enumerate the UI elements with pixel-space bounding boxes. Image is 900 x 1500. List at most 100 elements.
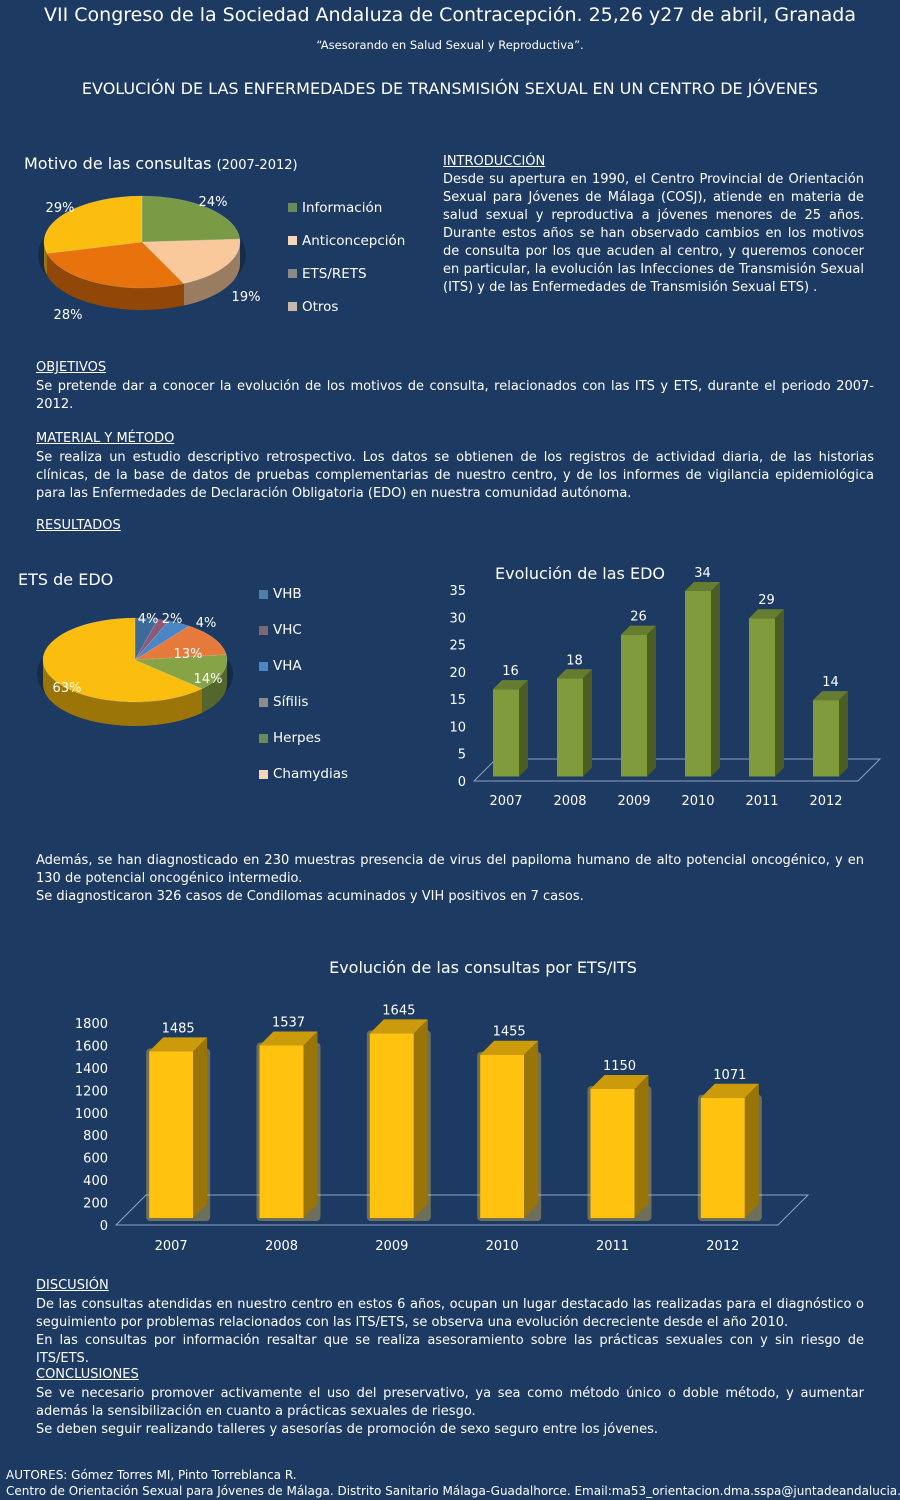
pie1-label-0: 24% <box>199 195 228 210</box>
chart2-title: ETS de EDO <box>18 570 114 589</box>
legend2-label-3: Sífilis <box>273 694 309 710</box>
legend1-item-2: ETS/RETS <box>288 257 405 290</box>
legend1-label-0: Información <box>302 199 383 216</box>
bar1-title: Evolución de las EDO <box>495 564 665 583</box>
legend2-swatch-5 <box>259 769 268 779</box>
legend2-label-0: VHB <box>273 586 302 602</box>
resultados-text-1: Además, se han diagnosticado en 230 mues… <box>36 853 864 886</box>
bar1-value-0: 16 <box>502 664 519 679</box>
bar1-bar-4 <box>749 609 784 777</box>
legend2-label-5: Chamydias <box>273 766 349 782</box>
bar2-bar-1 <box>256 1031 321 1221</box>
bar2-value-0: 1485 <box>162 1021 195 1036</box>
bar2-ytick-1: 200 <box>83 1197 108 1212</box>
legend1-swatch-3 <box>288 302 297 311</box>
bar1-value-3: 34 <box>694 566 711 581</box>
legend2-item-4: Herpes <box>259 720 348 756</box>
pie2-side-4 <box>202 660 227 713</box>
bar1-ytick-7: 35 <box>449 584 466 599</box>
bar2-value-1: 1537 <box>272 1016 305 1031</box>
bar1-value-2: 26 <box>630 610 647 625</box>
legend2-label-1: VHC <box>273 622 302 638</box>
metodo-title: MATERIAL Y MÉTODO <box>36 431 175 446</box>
bar1-value-1: 18 <box>566 653 583 668</box>
bar2-ytick-7: 1400 <box>75 1062 108 1077</box>
pie2-slice-3 <box>134 625 227 661</box>
discusion-text-1: De las consultas atendidas en nuestro ce… <box>36 1297 864 1330</box>
legend1-item-1: Anticoncepción <box>288 224 405 257</box>
bar2-xtick-5: 2012 <box>706 1239 739 1254</box>
legend2-swatch-3 <box>259 697 268 707</box>
bar2-value-5: 1071 <box>713 1068 746 1083</box>
pie1-slice-2 <box>46 241 185 289</box>
bar1-xtick-1: 2008 <box>553 794 586 809</box>
bar1-bar-1 <box>557 669 592 777</box>
congress-title: VII Congreso de la Sociedad Andaluza de … <box>44 4 856 26</box>
pie1-label-1: 19% <box>232 290 260 305</box>
bar-chart-consultas: Evolución de las consultas por ETS/ITS 0 2… <box>75 958 810 1254</box>
pie1-label-2: 28% <box>54 308 83 323</box>
bar-chart-edo: Evolución de las EDO 0 5 10 15 20 25 30 35 16 2007… <box>449 564 882 809</box>
bar2-xtick-2: 2009 <box>375 1239 408 1254</box>
bar2-xtick-1: 2008 <box>265 1239 298 1254</box>
legend1-item-0: Información <box>288 191 405 224</box>
resultados-title: RESULTADOS <box>36 518 121 533</box>
bar1-ytick-0: 0 <box>458 775 466 790</box>
pie-chart-ets-edo: 4% 2% 4%13%14%63% <box>37 612 233 726</box>
bar1-bar-0 <box>493 680 528 777</box>
pie2-side-5 <box>43 660 203 726</box>
bar2-value-3: 1455 <box>493 1025 526 1040</box>
objetivos-text: Se pretende dar a conocer la evolución d… <box>36 379 874 412</box>
discusion-title: DISCUSIÓN <box>36 1278 109 1293</box>
pie1-slice-3 <box>43 195 143 254</box>
legend2-label-4: Herpes <box>273 730 321 746</box>
legend2-swatch-1 <box>259 625 268 635</box>
chart2-legend: VHB VHC VHA Sífilis Herpes Chamydias <box>259 576 348 792</box>
bar1-ytick-1: 5 <box>458 748 466 763</box>
pie2-label-2: 4% <box>196 616 217 631</box>
legend1-swatch-0 <box>288 203 297 212</box>
legend2-item-2: VHA <box>259 648 348 684</box>
bar1-ytick-6: 30 <box>449 611 466 626</box>
pie2-slice-4 <box>134 654 228 690</box>
bar2-ytick-5: 1000 <box>75 1107 108 1122</box>
bar2-ytick-8: 1600 <box>75 1039 108 1054</box>
pie-chart-motivos: 24% 19% 28% 29% <box>38 195 260 323</box>
bar2-ytick-0: 0 <box>100 1219 108 1234</box>
legend2-item-5: Chamydias <box>259 756 348 792</box>
legend2-item-3: Sífilis <box>259 684 348 720</box>
footer-authors: AUTORES: Gómez Torres MI, Pinto Torrebla… <box>6 1468 297 1482</box>
legend2-label-2: VHA <box>273 658 302 674</box>
pie1-label-3: 29% <box>46 201 75 216</box>
pie2-slice-0 <box>134 617 159 662</box>
pie2-label-4: 14% <box>194 672 223 687</box>
bar1-xtick-4: 2011 <box>745 794 778 809</box>
pie2-slice-1 <box>134 618 170 661</box>
bar2-value-4: 1150 <box>603 1059 636 1074</box>
bar1-ytick-5: 25 <box>449 639 466 654</box>
resultados-text-2: Se diagnosticaron 326 casos de Condiloma… <box>36 889 584 904</box>
chart1-title-main: Motivo de las consultas <box>24 154 212 173</box>
legend1-label-1: Anticoncepción <box>302 232 406 249</box>
pie2-label-5: 63% <box>53 681 82 696</box>
bar2-bar-5 <box>697 1083 762 1221</box>
conclusiones-text-2: Se deben seguir realizando talleres y as… <box>36 1422 659 1437</box>
bar1-xtick-2: 2009 <box>617 794 650 809</box>
pie1-slice-1 <box>141 238 241 284</box>
metodo-text: Se realiza un estudio descriptivo retros… <box>36 450 874 501</box>
legend1-swatch-2 <box>288 269 297 278</box>
legend2-swatch-0 <box>259 589 268 599</box>
pie1-side-1 <box>183 242 240 306</box>
bar2-ytick-4: 800 <box>83 1129 108 1144</box>
bar1-xtick-3: 2010 <box>681 794 714 809</box>
bar2-ytick-6: 1200 <box>75 1084 108 1099</box>
bar1-xtick-0: 2007 <box>489 794 522 809</box>
pie1-side-2 <box>47 253 184 310</box>
bar1-bar-3 <box>685 581 720 777</box>
conclusiones-text-1: Se ve necesario promover activamente el … <box>36 1386 864 1419</box>
bar1-value-5: 14 <box>822 675 839 690</box>
legend2-item-1: VHC <box>259 612 348 648</box>
legend1-label-2: ETS/RETS <box>302 265 367 282</box>
pie1-slice-0 <box>141 195 241 243</box>
bar2-bar-0 <box>146 1037 211 1221</box>
